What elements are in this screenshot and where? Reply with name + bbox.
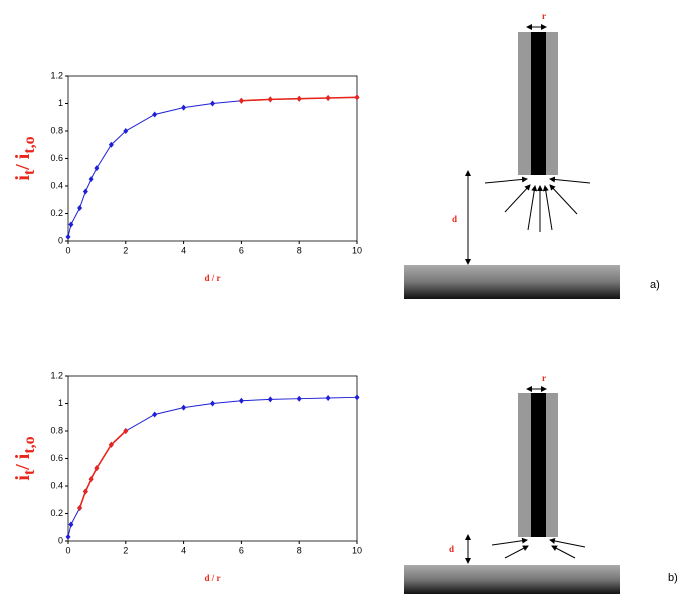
- y-axis-label: it/ it,o: [12, 436, 38, 480]
- data-point: [210, 400, 215, 407]
- x-tick-label: 6: [239, 545, 244, 555]
- flux-arrows: [484, 176, 591, 232]
- series-line: [78, 430, 127, 509]
- y-tick-label: 0.2: [50, 208, 63, 218]
- y-axis-label-part: t: [21, 169, 38, 175]
- data-point: [238, 97, 244, 104]
- series-line: [67, 96, 358, 237]
- y-axis-label-part: i: [12, 475, 34, 481]
- probe-core: [531, 32, 546, 175]
- data-point: [94, 465, 100, 472]
- chart: 0 0.2 0.4 0.6 0.8 1 1.2 0 2 4 6 8 10 d / r it/ it,o: [12, 70, 362, 283]
- data-point: [88, 176, 94, 183]
- data-point: [238, 397, 244, 404]
- panel-label: a): [650, 279, 660, 291]
- data-point: [77, 505, 83, 511]
- data-point: [296, 395, 302, 402]
- r-label: r: [542, 373, 546, 383]
- x-tick-label: 2: [123, 545, 128, 555]
- y-tick-label: 1: [58, 98, 63, 108]
- y-axis-label-part: t,o: [21, 136, 38, 153]
- d-label: d: [449, 544, 454, 554]
- x-tick-label: 10: [352, 245, 362, 255]
- y-tick-label: 0.8: [50, 425, 63, 435]
- data-point: [354, 394, 360, 401]
- y-tick-label: 0.2: [50, 508, 63, 518]
- y-tick-label: 0.6: [50, 153, 63, 163]
- x-tick-label: 10: [352, 545, 362, 555]
- x-tick-label: 4: [181, 245, 186, 255]
- y-tick-label: 1.2: [50, 370, 63, 380]
- data-point: [65, 233, 71, 240]
- data-point: [267, 96, 273, 103]
- x-tick-label: 2: [123, 245, 128, 255]
- x-axis-label: d / r: [204, 273, 220, 283]
- data-point: [82, 488, 88, 495]
- probe-core: [531, 393, 546, 537]
- y-axis-label-part: i: [12, 175, 34, 181]
- y-tick-label: 0.4: [50, 180, 63, 190]
- data-point: [77, 205, 83, 211]
- data-point: [108, 141, 114, 148]
- x-tick-label: 0: [65, 545, 70, 555]
- data-point: [181, 404, 187, 411]
- y-axis-label-part: / i: [12, 453, 34, 471]
- data-point: [108, 441, 114, 448]
- y-tick-label: 0.6: [50, 453, 63, 463]
- data-point: [123, 428, 129, 434]
- data-point: [152, 411, 158, 418]
- data-point: [152, 111, 158, 118]
- y-tick-label: 0: [58, 235, 63, 245]
- panel-label: b): [668, 572, 678, 584]
- data-point: [296, 95, 302, 102]
- x-axis-label: d / r: [204, 573, 220, 583]
- y-axis-label-part: t,o: [21, 436, 38, 453]
- x-tick-label: 8: [297, 245, 302, 255]
- x-tick-label: 8: [297, 545, 302, 555]
- data-point: [123, 128, 129, 134]
- x-tick-label: 6: [239, 245, 244, 255]
- r-label: r: [542, 11, 546, 21]
- data-point: [181, 104, 187, 111]
- diagram-b: r d b): [404, 373, 678, 594]
- series-line: [67, 396, 358, 537]
- data-point: [267, 396, 273, 403]
- diagram-a: r d a): [404, 11, 660, 299]
- chart: 0 0.2 0.4 0.6 0.8 1 1.2 0 2 4 6 8 10 d / r it/ it,o: [12, 370, 362, 583]
- data-point: [88, 476, 94, 483]
- d-label: d: [452, 214, 457, 224]
- data-point: [354, 94, 360, 101]
- y-axis-label-part: / i: [12, 153, 34, 171]
- y-axis-label: it/ it,o: [12, 136, 38, 180]
- y-tick-label: 0.4: [50, 480, 63, 490]
- data-point: [65, 533, 71, 540]
- data-point: [325, 95, 331, 101]
- substrate: [404, 265, 620, 299]
- data-point: [68, 221, 74, 228]
- data-point: [325, 395, 331, 401]
- data-point: [210, 100, 215, 107]
- data-point: [94, 165, 100, 172]
- y-tick-label: 1.2: [50, 70, 63, 80]
- y-axis-label-part: t: [21, 469, 38, 475]
- y-tick-label: 1: [58, 398, 63, 408]
- flux-arrows: [491, 537, 586, 559]
- data-point: [68, 521, 74, 528]
- x-tick-label: 0: [65, 245, 70, 255]
- data-point: [82, 188, 88, 195]
- y-tick-label: 0: [58, 535, 63, 545]
- x-tick-label: 4: [181, 545, 186, 555]
- y-tick-label: 0.8: [50, 125, 63, 135]
- substrate: [404, 565, 620, 594]
